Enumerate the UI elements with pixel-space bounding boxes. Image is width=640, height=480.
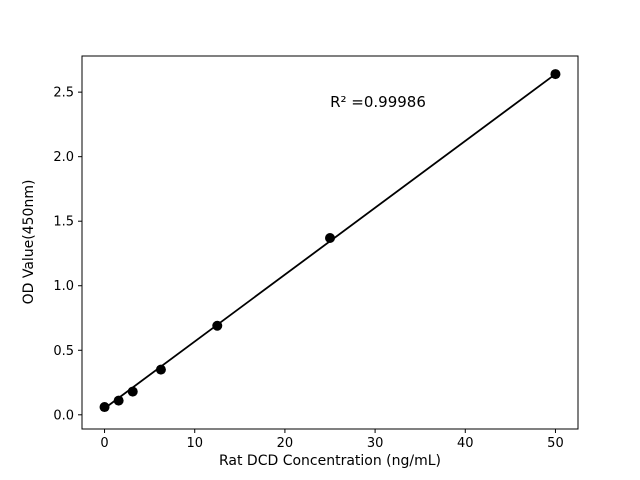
y-tick-label: 1.5: [53, 215, 74, 230]
y-tick-label: 0.0: [53, 408, 74, 423]
x-tick-label: 40: [457, 436, 474, 451]
plot-border: [81, 55, 579, 430]
x-tick-label: 30: [367, 436, 384, 451]
y-axis-label: OD Value(450nm): [21, 180, 37, 305]
data-point: [127, 386, 138, 397]
x-tick-label: 20: [277, 436, 294, 451]
data-point: [212, 320, 223, 331]
x-axis-label: Rat DCD Concentration (ng/mL): [219, 453, 441, 469]
y-tick-label: 1.0: [53, 279, 74, 294]
y-tick-label: 2.0: [53, 150, 74, 165]
data-point: [550, 69, 561, 80]
x-tick-label: 0: [100, 436, 108, 451]
x-tick-label: 50: [547, 436, 564, 451]
x-tick-label: 10: [186, 436, 203, 451]
data-point: [99, 402, 110, 413]
y-tick-label: 2.5: [53, 86, 74, 101]
data-point: [113, 395, 124, 406]
y-tick-label: 0.5: [53, 344, 74, 359]
data-point: [155, 364, 166, 375]
data-point: [325, 232, 335, 243]
r-squared-annotation: R² =0.99986: [330, 93, 426, 111]
